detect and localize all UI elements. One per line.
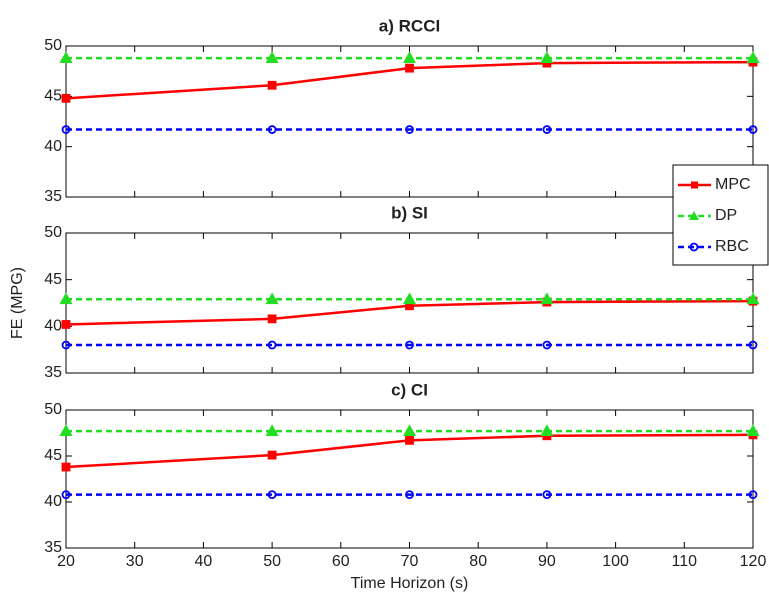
legend-marker: [691, 181, 698, 189]
y-axis-label: FE (MPG): [9, 267, 26, 339]
y-tick-label: 45: [44, 271, 62, 288]
y-tick-label: 40: [44, 138, 62, 155]
marker: [542, 340, 552, 350]
legend-marker: [689, 242, 699, 252]
marker: [748, 340, 758, 350]
y-tick-label: 50: [44, 224, 62, 241]
y-tick-label: 40: [44, 493, 62, 510]
marker: [402, 292, 417, 305]
x-tick-label: 120: [740, 553, 767, 570]
marker: [265, 51, 279, 63]
marker: [59, 424, 73, 437]
y-tick-label: 35: [44, 539, 62, 556]
marker: [540, 292, 554, 305]
marker: [405, 490, 414, 500]
marker: [746, 51, 760, 63]
legend-label: RBC: [715, 238, 749, 255]
marker: [405, 340, 414, 350]
x-tick-label: 110: [672, 553, 698, 570]
y-tick-label: 50: [44, 401, 62, 418]
chart-title: b) SI: [391, 203, 428, 222]
marker: [267, 125, 277, 134]
x-tick-label: 40: [195, 553, 213, 570]
marker: [267, 80, 277, 90]
marker: [61, 93, 71, 103]
marker: [265, 424, 279, 437]
marker: [402, 424, 417, 437]
marker: [267, 340, 277, 350]
marker: [267, 450, 277, 460]
x-tick-label: 80: [469, 553, 487, 570]
x-tick-label: 100: [602, 553, 629, 570]
y-tick-label: 45: [44, 447, 62, 464]
x-tick-label: 50: [263, 553, 281, 570]
y-tick-label: 50: [44, 37, 62, 54]
marker: [746, 292, 760, 305]
marker: [61, 340, 71, 350]
chart-title: c) CI: [391, 380, 428, 399]
marker: [59, 292, 73, 305]
marker: [748, 490, 758, 500]
marker: [540, 424, 554, 437]
marker: [746, 424, 760, 437]
x-tick-label: 90: [538, 553, 556, 570]
y-tick-label: 40: [44, 318, 62, 335]
marker: [61, 490, 71, 500]
legend-marker: [689, 211, 699, 220]
x-tick-label: 60: [332, 553, 350, 570]
marker: [61, 462, 71, 472]
marker: [59, 51, 73, 63]
marker: [405, 63, 414, 73]
x-tick-label: 70: [401, 553, 419, 570]
x-axis-label: Time Horizon (s): [351, 575, 469, 592]
marker: [402, 51, 417, 63]
y-tick-label: 35: [44, 364, 62, 381]
marker: [542, 125, 552, 134]
y-tick-label: 45: [44, 88, 62, 105]
chart-title: a) RCCI: [379, 16, 440, 35]
marker: [542, 490, 552, 500]
x-tick-label: 20: [57, 553, 75, 570]
y-tick-label: 35: [44, 188, 62, 205]
legend: [672, 164, 769, 266]
legend-label: MPC: [715, 176, 751, 193]
marker: [405, 125, 414, 134]
marker: [748, 125, 758, 134]
legend-label: DP: [715, 207, 737, 224]
marker: [540, 51, 554, 63]
marker: [265, 292, 279, 305]
marker: [267, 314, 277, 324]
x-tick-label: 30: [126, 553, 144, 570]
marker: [267, 490, 277, 500]
marker: [61, 125, 71, 134]
marker: [405, 435, 414, 445]
marker: [61, 320, 71, 329]
